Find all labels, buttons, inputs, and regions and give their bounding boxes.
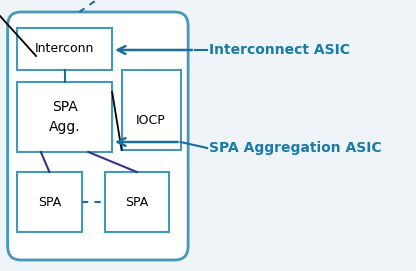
FancyBboxPatch shape <box>7 12 188 260</box>
Text: SPA
Agg.: SPA Agg. <box>49 100 80 134</box>
Text: Interconn: Interconn <box>35 43 94 56</box>
Bar <box>17 28 112 70</box>
Bar <box>17 172 82 232</box>
Bar <box>104 172 169 232</box>
Text: IOCP: IOCP <box>136 114 166 127</box>
Text: SPA: SPA <box>125 195 149 208</box>
Text: Interconnect ASIC: Interconnect ASIC <box>209 43 350 57</box>
Text: SPA Aggregation ASIC: SPA Aggregation ASIC <box>209 141 381 155</box>
Text: SPA: SPA <box>38 195 61 208</box>
Bar <box>17 82 112 152</box>
Bar <box>121 70 181 150</box>
